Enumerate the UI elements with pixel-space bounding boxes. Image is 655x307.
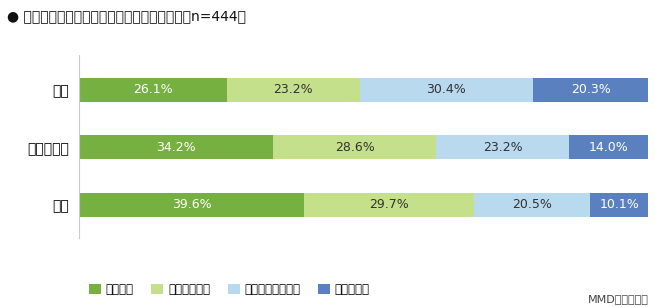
Text: 23.2%: 23.2% (274, 83, 313, 96)
Bar (569, 135, 648, 159)
Text: 39.6%: 39.6% (172, 198, 212, 212)
Text: ● 出勤時と在宅勤務時での身だしなみの変化（n=444）: ● 出勤時と在宅勤務時での身だしなみの変化（n=444） (7, 9, 246, 23)
Bar (227, 78, 360, 102)
Text: 29.7%: 29.7% (369, 198, 409, 212)
Text: 10.1%: 10.1% (599, 198, 639, 212)
Bar (79, 78, 227, 102)
Text: MMD研究所調べ: MMD研究所調べ (588, 294, 648, 304)
Text: 26.1%: 26.1% (133, 83, 173, 96)
Text: 28.6%: 28.6% (335, 141, 375, 154)
Text: 20.5%: 20.5% (512, 198, 552, 212)
Text: 30.4%: 30.4% (426, 83, 466, 96)
Bar (533, 78, 648, 102)
Bar (360, 78, 533, 102)
Text: 34.2%: 34.2% (157, 141, 196, 154)
Text: 14.0%: 14.0% (589, 141, 628, 154)
Text: 20.3%: 20.3% (571, 83, 610, 96)
Legend: 変わった, やや変わった, あまり変わらない, 変わらない: 変わった, やや変わった, あまり変わらない, 変わらない (84, 278, 374, 301)
Bar (79, 135, 274, 159)
Bar (590, 193, 648, 217)
Bar (474, 193, 590, 217)
Bar (274, 135, 436, 159)
Text: 23.2%: 23.2% (483, 141, 523, 154)
Bar (305, 193, 474, 217)
Bar (436, 135, 569, 159)
Bar (79, 193, 305, 217)
